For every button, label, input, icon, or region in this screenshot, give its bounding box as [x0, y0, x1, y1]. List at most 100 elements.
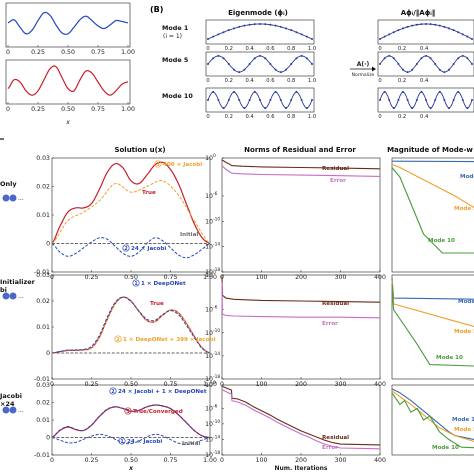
- eigenmode-point: [217, 33, 220, 36]
- eigenmode-point: [233, 90, 235, 93]
- ellipsis-text: ...: [18, 407, 24, 414]
- eigenmode-point: [429, 107, 432, 110]
- xtick-label: 0.75: [164, 457, 178, 464]
- mode-annotation: Mode 5: [454, 329, 474, 335]
- ytick-label: 10: [205, 382, 213, 389]
- eigenmode-point: [238, 99, 241, 101]
- solution-annotation: True/Converged: [133, 409, 183, 415]
- panel-a-xlabel: x: [65, 119, 70, 126]
- solution-annotation: 24 × Jacobi: [131, 246, 166, 252]
- xtick-label: 0.4: [245, 78, 254, 84]
- eigenmode-point: [425, 54, 427, 57]
- xtick-label: 200: [295, 274, 307, 281]
- ytick-label: -0.01: [34, 452, 50, 459]
- mode-title: Magnitude of Mode-w: [387, 146, 473, 154]
- network-icon: [2, 406, 10, 414]
- eigenmode-point: [452, 63, 455, 65]
- arrow-normalize-label: Normalize: [352, 72, 375, 78]
- eigenmode-point: [259, 99, 261, 101]
- eigenmode-point: [248, 99, 251, 101]
- mode-row-label: Mode 10: [162, 92, 193, 100]
- solution-frame: [51, 274, 211, 380]
- mode-frame: [391, 384, 474, 456]
- xtick-label: 200: [295, 381, 307, 388]
- eigenmode-point: [227, 63, 230, 65]
- eigenmode-point: [388, 99, 391, 101]
- eigenmode-point: [311, 38, 313, 40]
- ytick-exponent: -18: [213, 267, 220, 273]
- ytick-label: 10: [205, 218, 213, 225]
- ytick-exponent: -14: [213, 434, 220, 440]
- xtick-label: 0.2: [225, 46, 233, 52]
- row-label: Jacobi: [0, 392, 22, 400]
- eigenmode-point: [300, 99, 303, 101]
- eigenmode-point: [461, 99, 464, 101]
- xtick-label: 100: [256, 457, 268, 464]
- ytick-label: 10: [205, 421, 213, 428]
- solution-annotation: 1 × DeepONet: [141, 281, 186, 287]
- ytick-label: 10: [205, 436, 213, 443]
- eigenmode-point: [448, 68, 450, 71]
- eigenmode-point: [264, 23, 267, 26]
- xtick-label: 100: [256, 381, 268, 388]
- solution-line: [51, 237, 211, 259]
- eigenmode-point: [290, 29, 293, 32]
- eigenmode-point: [415, 23, 418, 26]
- mode-frame: [377, 51, 474, 77]
- xtick-label: 0.8: [287, 114, 295, 120]
- row-sublabel: bi: [0, 286, 7, 294]
- eigenmode-point: [457, 90, 460, 93]
- eigenmode-point: [438, 68, 441, 71]
- eigenmode-point: [383, 35, 386, 38]
- xtick-label: 0.2: [225, 114, 233, 120]
- eigenmode-point: [295, 31, 298, 34]
- eigenmode-point: [406, 25, 409, 28]
- eigenmode-point: [227, 99, 230, 101]
- mode-frame: [377, 19, 474, 45]
- eigenmode-point: [305, 107, 308, 110]
- mode-frame: [391, 274, 474, 380]
- eigenmode-point: [420, 57, 423, 60]
- ytick-label: 10: [205, 376, 213, 383]
- eigenmode-point: [429, 57, 432, 60]
- step-circle: [114, 335, 122, 343]
- mode-row-sublabel: (i = 1): [163, 33, 182, 40]
- residual-annotation: Error: [330, 178, 346, 184]
- ytick-exponent: -10: [213, 328, 220, 334]
- ytick-exponent: -10: [213, 419, 220, 425]
- step-circle: [122, 244, 130, 252]
- eigenmode-point: [448, 107, 450, 110]
- eigenmode-point: [274, 68, 277, 71]
- eigenmode-point: [402, 27, 404, 30]
- eigenmode-point: [392, 31, 395, 34]
- xtick-label: 200: [295, 457, 307, 464]
- eigenmode-point: [227, 29, 230, 32]
- eigenmode-point: [461, 33, 464, 36]
- ytick-label: 10: [205, 155, 213, 162]
- xtick-label: 0.25: [85, 381, 99, 388]
- eigenmode-point: [311, 63, 313, 65]
- ytick-label: 0.02: [36, 298, 50, 305]
- mode-annotation: Mode 1: [458, 299, 474, 305]
- mode-row-label: Mode 5: [162, 56, 188, 64]
- ytick-label: -0.01: [34, 269, 50, 276]
- eigenmode-point: [415, 99, 418, 101]
- xtick-label: 0.50: [124, 274, 138, 281]
- ytick-exponent: -6: [213, 305, 218, 311]
- eigenmode-point: [259, 54, 261, 57]
- xtick-label: 0.4: [420, 78, 429, 84]
- eigenmode-point: [429, 23, 432, 26]
- solution-plots: 0.030.020.010-0.010 0.25 0.50 0.75 1.003 400 …: [34, 155, 217, 472]
- eigenmode-point: [207, 38, 209, 40]
- xtick-label: 0.75: [91, 49, 105, 56]
- eigenmode-point: [471, 99, 473, 101]
- residual-line: [221, 159, 381, 170]
- eigenmode-point: [274, 24, 277, 27]
- eigenmode-point: [207, 63, 209, 65]
- solution-annotation: 400 × Jacobi: [163, 162, 202, 168]
- xtick-label: 0.6: [266, 78, 274, 84]
- step-number: 2: [116, 337, 119, 343]
- eigenmode-point: [425, 99, 427, 101]
- residual-title: Norms of Residual and Error: [244, 146, 356, 154]
